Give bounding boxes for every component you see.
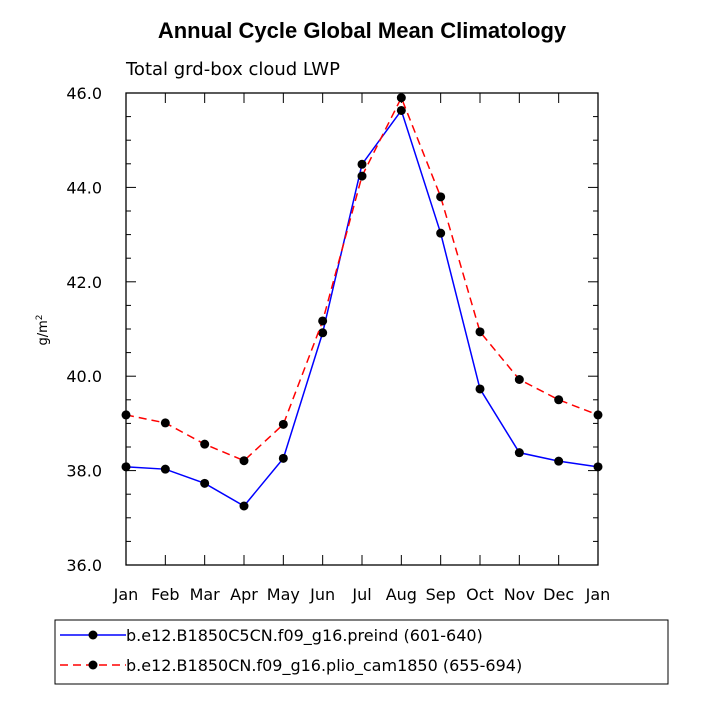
x-tick-label: Oct — [466, 585, 494, 604]
series-point — [239, 456, 249, 466]
series-point — [200, 439, 210, 449]
series-2 — [121, 93, 603, 466]
x-tick-label: Mar — [190, 585, 221, 604]
series-point — [514, 375, 524, 385]
series-point — [475, 327, 485, 337]
y-axis-label: g/m2 — [35, 314, 51, 345]
series-point — [318, 316, 328, 326]
series-point — [475, 384, 485, 394]
y-tick-label: 42.0 — [66, 273, 102, 292]
x-tick-labels: Jan Feb Mar Apr May Jun Jul Aug Sep Oct Nov Dec Jan — [113, 585, 611, 604]
series-point — [278, 419, 288, 429]
y-tick-labels: 36.0 38.0 40.0 42.0 44.0 46.0 — [66, 84, 102, 575]
series-1 — [121, 105, 603, 511]
legend-box — [54, 619, 669, 685]
x-tick-label: Nov — [504, 585, 535, 604]
legend-label: b.e12.B1850CN.f09_g16.plio_cam1850 (655-… — [126, 656, 522, 676]
x-tick-label: Aug — [386, 585, 417, 604]
series-point — [239, 501, 249, 511]
y-tick-label: 40.0 — [66, 367, 102, 386]
legend-swatch-marker — [88, 630, 98, 640]
x-tick-label: Jul — [351, 585, 371, 604]
x-tick-label: Feb — [151, 585, 179, 604]
y-axis-label-base: g/m — [36, 320, 51, 345]
series-point — [396, 93, 406, 103]
y-tick-label: 44.0 — [66, 178, 102, 197]
series-line — [125, 108, 599, 507]
series-point — [160, 418, 170, 428]
series-point — [357, 159, 367, 169]
x-tick-label: Jan — [113, 585, 139, 604]
series-point — [436, 228, 446, 238]
legend: b.e12.B1850C5CN.f09_g16.preind (601-640)… — [54, 619, 669, 685]
legend-label: b.e12.B1850C5CN.f09_g16.preind (601-640) — [126, 626, 483, 646]
x-tick-label: May — [267, 585, 300, 604]
series-point — [278, 453, 288, 463]
series-point — [357, 171, 367, 181]
series-point — [200, 478, 210, 488]
y-tick-label: 36.0 — [66, 556, 102, 575]
axis-ticks — [125, 92, 599, 566]
x-tick-label: Dec — [543, 585, 574, 604]
chart-subtitle: Total grd-box cloud LWP — [125, 59, 340, 80]
y-tick-label: 46.0 — [66, 84, 102, 103]
series-point — [436, 192, 446, 202]
series-point — [160, 464, 170, 474]
series-point — [514, 448, 524, 458]
x-tick-label: Jan — [585, 585, 611, 604]
plot-frame — [125, 92, 599, 566]
series-line — [125, 95, 599, 462]
y-tick-label: 38.0 — [66, 462, 102, 481]
legend-swatch-marker — [88, 660, 98, 670]
series-layer — [121, 93, 603, 511]
y-axis-label-superscript: 2 — [35, 314, 45, 320]
series-point — [318, 328, 328, 338]
x-tick-label: Sep — [426, 585, 456, 604]
series-point — [396, 105, 406, 115]
x-tick-label: Jun — [309, 585, 335, 604]
series-point — [554, 456, 564, 466]
x-tick-label: Apr — [230, 585, 258, 604]
chart-title: Annual Cycle Global Mean Climatology — [158, 18, 567, 43]
series-point — [554, 395, 564, 405]
